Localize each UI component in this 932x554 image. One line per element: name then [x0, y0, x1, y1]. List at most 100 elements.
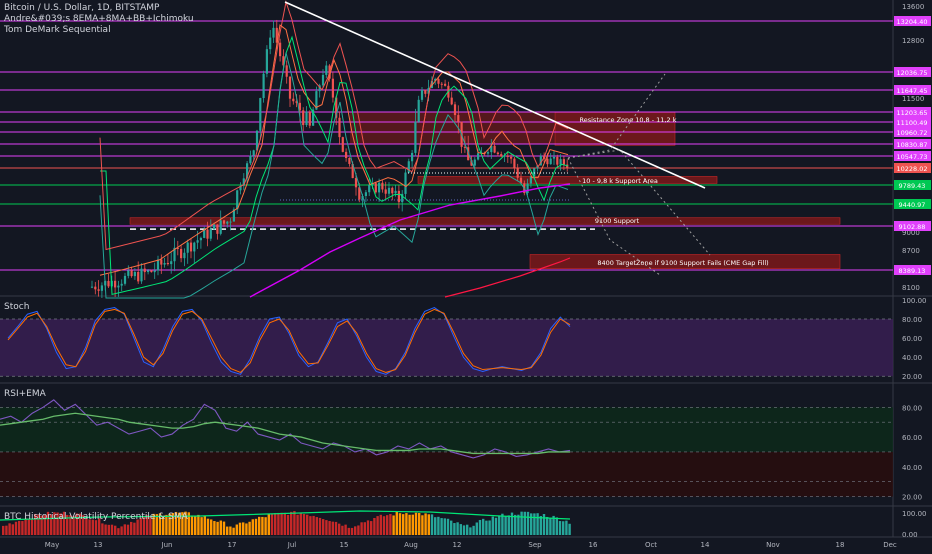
candle-body: [335, 97, 338, 118]
candle-body: [90, 286, 94, 288]
hv-bar: [498, 515, 501, 535]
candle-body: [490, 145, 493, 153]
candle-body: [378, 182, 381, 193]
hv-bar: [475, 522, 478, 535]
candle-body: [133, 271, 136, 277]
stoch-tick-label: 20.00: [902, 373, 922, 381]
candle-body: [232, 209, 235, 222]
hv-bar: [53, 512, 56, 535]
candle-body: [269, 37, 272, 50]
candle-body: [549, 158, 552, 165]
hv-bar: [210, 519, 213, 535]
projection-path: [567, 149, 711, 256]
candle-body: [444, 83, 447, 86]
time-tick-label: 14: [701, 541, 710, 549]
hv-bar: [459, 524, 462, 535]
candle-body: [114, 280, 117, 288]
hv-bar: [66, 514, 69, 535]
stoch-series-line: [7, 308, 571, 373]
hv-bar: [8, 523, 11, 535]
candle-body: [420, 89, 424, 100]
hv-bar: [363, 522, 366, 535]
candle-body: [100, 285, 103, 291]
hv-bar: [322, 519, 325, 535]
candle-body: [562, 159, 565, 165]
hv-bar: [11, 524, 14, 535]
hv-bar: [443, 518, 446, 535]
hv-bar: [43, 515, 46, 535]
candle-body: [513, 158, 516, 169]
zone-label: 10 - 9,8 k Support Area: [582, 177, 658, 185]
hv-bar: [82, 515, 85, 535]
hv-bar: [190, 515, 194, 535]
hv-bar: [389, 514, 392, 535]
hv-bar: [245, 523, 248, 535]
hv-bar: [194, 516, 197, 535]
hv-bar: [552, 515, 555, 535]
price-level-tag: [894, 16, 931, 26]
candle-body: [368, 185, 371, 193]
hv-bar: [555, 517, 558, 535]
hv-bar: [126, 524, 130, 535]
price-level-tag-text: 9440.97: [899, 201, 926, 209]
hv-bar: [197, 514, 200, 535]
ema-line: [99, 24, 569, 276]
price-level-tag: [894, 67, 931, 77]
candle-body: [265, 49, 268, 74]
candle-body: [242, 178, 245, 186]
candle-body: [539, 155, 542, 166]
rsi-tick-label: 40.00: [902, 464, 922, 472]
candle-body: [160, 259, 163, 265]
zone-rect: [529, 254, 841, 269]
time-tick-label: Oct: [645, 541, 657, 549]
candle-body: [216, 224, 219, 234]
hv-bar: [219, 520, 222, 535]
hv-bar: [382, 516, 386, 535]
hv-bar: [370, 521, 373, 535]
hv-bar: [24, 518, 27, 535]
candle-body: [156, 259, 160, 271]
candle-body: [170, 261, 173, 265]
candle-body: [430, 80, 433, 88]
candle-body: [147, 270, 150, 273]
hv-bar: [117, 528, 120, 535]
candle-body: [173, 247, 176, 262]
candle-body: [397, 190, 400, 203]
candle-body: [130, 270, 133, 277]
hv-bar: [472, 525, 475, 535]
candle-body: [312, 109, 315, 126]
hv-bar: [437, 516, 440, 535]
candle-body: [325, 65, 328, 75]
candle-body: [163, 262, 166, 265]
hv-bar: [270, 513, 274, 535]
hv-bar: [485, 520, 488, 535]
candle-body: [239, 185, 242, 191]
hv-bar: [338, 523, 341, 535]
hv-bar: [386, 515, 389, 535]
hv-bar: [286, 514, 290, 535]
hv-bar: [251, 519, 254, 535]
hv-bar: [530, 513, 533, 535]
hv-bar: [325, 520, 328, 535]
hv-bar: [149, 516, 152, 535]
hv-bar: [568, 523, 571, 535]
candle-body: [150, 270, 153, 273]
hv-bar: [248, 521, 251, 535]
candle-body: [354, 178, 358, 188]
price-level-tag-text: 10960.72: [896, 129, 927, 137]
hv-bar: [347, 527, 350, 535]
hv-bar: [56, 512, 59, 535]
hv-bar: [453, 523, 456, 535]
candle-body: [387, 187, 391, 194]
candle-body: [252, 150, 255, 156]
hv-bar: [488, 520, 491, 535]
candle-body: [186, 242, 189, 253]
price-level-tag-text: 10547.73: [896, 153, 927, 161]
hv-bar: [5, 525, 8, 535]
stoch-tick-label: 60.00: [902, 335, 922, 343]
hv-bar: [213, 521, 216, 535]
hv-bar: [520, 511, 523, 535]
hv-bar: [510, 512, 514, 535]
